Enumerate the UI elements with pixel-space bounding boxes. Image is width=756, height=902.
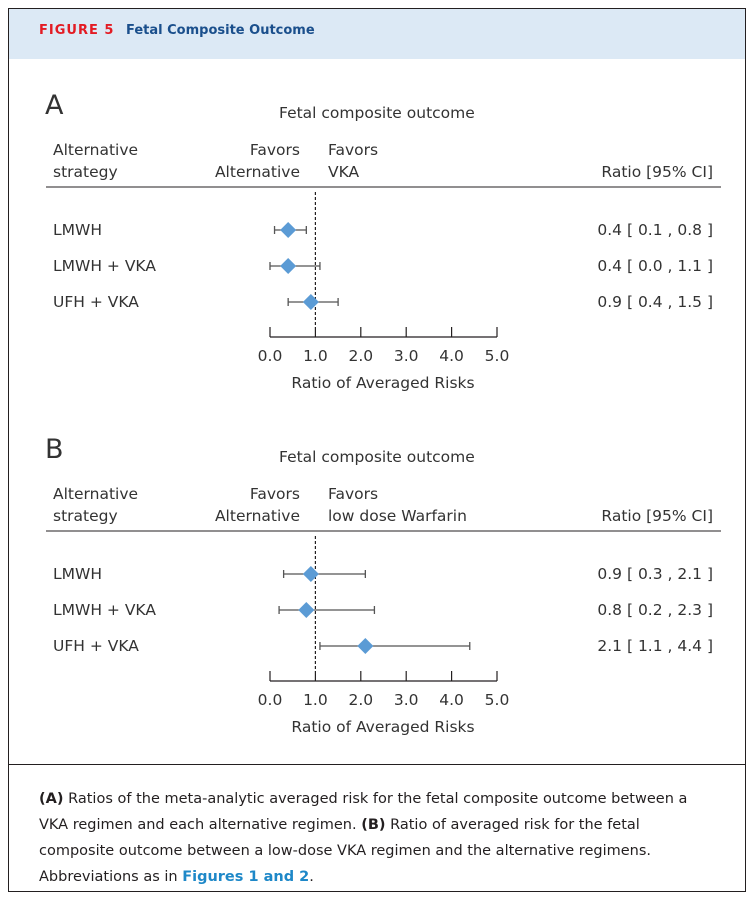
panel-b-row-1-point [302, 566, 319, 582]
panel-b-letter: B [45, 434, 64, 465]
panel-a-x-tick-label-4: 4.0 [439, 347, 464, 365]
panel-a-x-tick-label-3: 3.0 [394, 347, 419, 365]
figure-panel: FIGURE 5 Fetal Composite Outcome A Fetal … [8, 8, 746, 892]
panel-a-row-1-ratio: 0.4 [ 0.1 , 0.8 ] [597, 221, 713, 239]
caption-text-b: Ratio of averaged risk for the fetal com… [39, 817, 652, 885]
panel-b-x-tick-label-3: 3.0 [394, 691, 419, 709]
panel-b-x-label: Ratio of Averaged Risks [291, 718, 474, 736]
panel-b-col-header-line1: Alternative [53, 485, 138, 503]
panel-a-letter: A [45, 90, 64, 121]
panel-a-ratio-header: Ratio [95% CI] [601, 163, 713, 181]
panel-a-favors-left-line2: Alternative [215, 163, 300, 181]
figure-title: Fetal Composite Outcome [126, 23, 315, 38]
panel-b-x-tick-label-5: 5.0 [485, 691, 510, 709]
panel-b-row-2-point [298, 602, 315, 618]
panel-b-x-tick-label-4: 4.0 [439, 691, 464, 709]
panel-a-row-1-point [280, 222, 297, 238]
panel-b-favors-right-line1: Favors [328, 485, 378, 503]
figure-label: FIGURE 5 [39, 23, 115, 38]
panel-a-x-tick-label-2: 2.0 [348, 347, 373, 365]
panel-b-title: Fetal composite outcome [279, 448, 475, 466]
panel-a-x-label: Ratio of Averaged Risks [291, 374, 474, 392]
panel-b-ratio-header: Ratio [95% CI] [601, 507, 713, 525]
panel-a-row-2-label: LMWH + VKA [53, 257, 156, 275]
figure-caption: (A) Ratios of the meta-analytic averaged… [9, 764, 745, 891]
caption-tag-a: (A) [39, 791, 64, 807]
panel-b-col-header-line2: strategy [53, 507, 118, 525]
forest-plots: A Fetal composite outcome Alternative strat… [45, 90, 721, 736]
panel-b-x-tick-label-1: 1.0 [303, 691, 328, 709]
panel-a-col-header-line2: strategy [53, 163, 118, 181]
panel-a-col-header-line1: Alternative [53, 141, 138, 159]
figures-link[interactable]: Figures 1 and 2 [182, 869, 310, 885]
panel-a-row-2-ratio: 0.4 [ 0.0 , 1.1 ] [597, 257, 713, 275]
caption-tag-b: (B) [361, 817, 386, 833]
caption-end: . [309, 869, 314, 885]
panel-a-row-3-ratio: 0.9 [ 0.4 , 1.5 ] [597, 293, 713, 311]
caption-text-a: Ratios of the meta-analytic averaged ris… [39, 791, 688, 833]
panel-b-x-tick-label-2: 2.0 [348, 691, 373, 709]
panel-b-row-2-ratio: 0.8 [ 0.2 , 2.3 ] [597, 601, 713, 619]
panel-b-row-1-label: LMWH [53, 565, 102, 583]
panel-b-row-3-point [357, 638, 374, 654]
panel-b-x-tick-label-0: 0.0 [258, 691, 283, 709]
panel-a-x-tick-label-0: 0.0 [258, 347, 283, 365]
panel-b-row-3-label: UFH + VKA [53, 637, 139, 655]
panel-a-row-3-point [302, 294, 319, 310]
panel-a-favors-right-line2: VKA [328, 163, 359, 181]
panel-a-row-3-label: UFH + VKA [53, 293, 139, 311]
panel-b-favors-right-line2: low dose Warfarin [328, 507, 467, 525]
figure-header: FIGURE 5 Fetal Composite Outcome [9, 9, 745, 59]
panel-b-row-2-label: LMWH + VKA [53, 601, 156, 619]
panel-a-x-tick-label-1: 1.0 [303, 347, 328, 365]
panel-b-row-3-ratio: 2.1 [ 1.1 , 4.4 ] [597, 637, 713, 655]
panel-a-row-1-label: LMWH [53, 221, 102, 239]
panel-a-favors-left-line1: Favors [250, 141, 300, 159]
panel-a-title: Fetal composite outcome [279, 104, 475, 122]
panel-a-x-tick-label-5: 5.0 [485, 347, 510, 365]
panel-b-favors-left-line1: Favors [250, 485, 300, 503]
panel-b-favors-left-line2: Alternative [215, 507, 300, 525]
panel-b-row-1-ratio: 0.9 [ 0.3 , 2.1 ] [597, 565, 713, 583]
panel-a-favors-right-line1: Favors [328, 141, 378, 159]
panel-a-row-2-point [280, 258, 297, 274]
